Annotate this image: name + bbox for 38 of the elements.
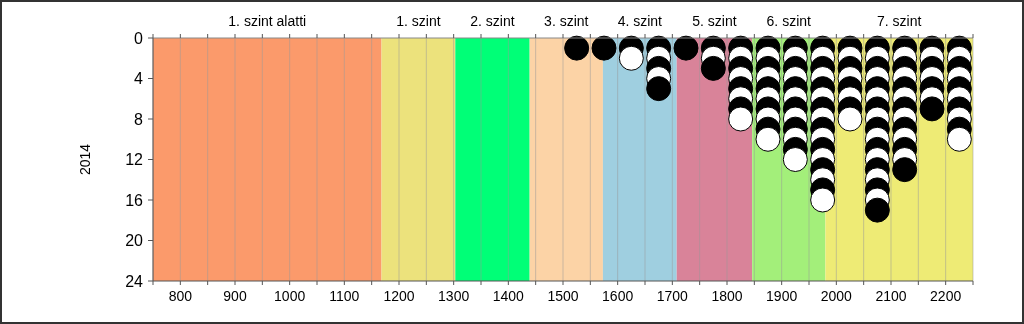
- x-tick-label: 2100: [875, 288, 907, 304]
- point: [755, 126, 781, 152]
- y-tick-label: 24: [125, 272, 144, 290]
- point: [810, 187, 836, 213]
- x-tick-label: 1600: [602, 288, 634, 304]
- x-tick-label: 1400: [492, 288, 525, 304]
- x-tick-label: 1500: [547, 288, 579, 304]
- y-tick-label: 16: [125, 191, 144, 209]
- band-label: 5. szint: [692, 13, 737, 29]
- band-label: 7. szint: [877, 13, 922, 29]
- band-label: 3. szint: [544, 13, 589, 29]
- point: [728, 106, 754, 132]
- y-tick-label: 20: [125, 232, 144, 250]
- y-tick-label: 12: [125, 151, 144, 169]
- x-tick-label: 1300: [438, 288, 470, 304]
- x-tick-label: 800: [168, 288, 193, 304]
- band-label: 4. szint: [617, 13, 663, 29]
- x-tick-label: 2000: [820, 288, 853, 304]
- x-tick-label: 1700: [656, 288, 689, 304]
- x-tick-label: 1800: [711, 288, 743, 304]
- band-label: 6. szint: [766, 13, 812, 29]
- x-tick-label: 1900: [766, 288, 798, 304]
- band-label: 1. szint alatti: [228, 13, 307, 29]
- x-tick-label: 900: [223, 288, 247, 304]
- x-tick-label: 2200: [930, 288, 962, 304]
- y-axis-title: 2014: [77, 143, 93, 176]
- point: [837, 106, 863, 132]
- x-tick-label: 1100: [329, 288, 360, 304]
- band-label: 2. szint: [470, 13, 515, 29]
- point: [946, 126, 972, 152]
- point: [782, 147, 808, 172]
- y-tick-label: 8: [134, 110, 144, 128]
- x-tick-label: 1000: [274, 288, 306, 304]
- x-tick-label: 1200: [383, 288, 415, 304]
- y-tick-label: 0: [134, 29, 144, 47]
- y-tick-label: 4: [134, 70, 144, 88]
- point: [618, 45, 644, 71]
- band-label: 1. szint: [396, 13, 441, 29]
